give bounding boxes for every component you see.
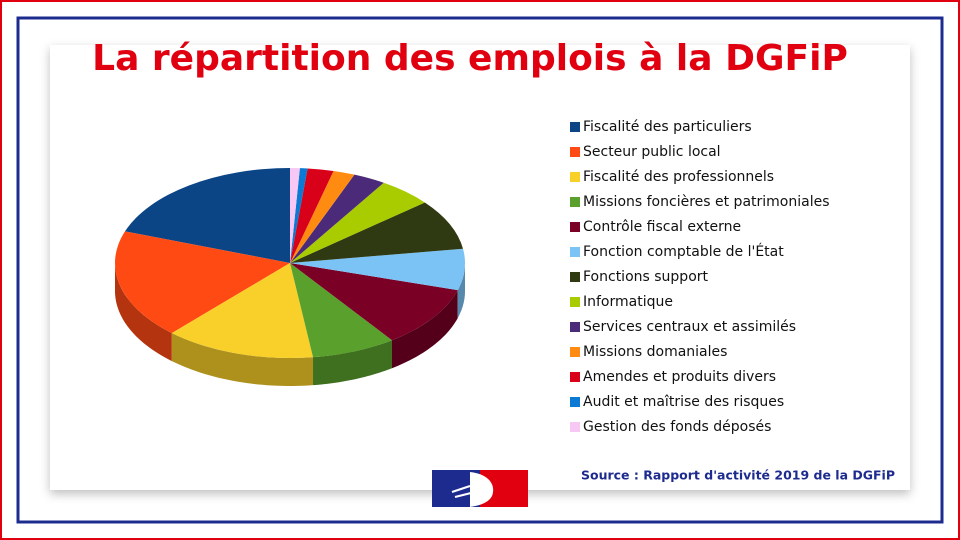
- slice: [171, 263, 314, 358]
- legend-swatch: [570, 247, 580, 257]
- chart-title: La répartition des emplois à la DGFiP: [92, 38, 848, 79]
- slice: [290, 170, 355, 263]
- legend-label: Fonctions support: [583, 269, 709, 285]
- legend-label: Missions domaniales: [583, 344, 727, 360]
- legend-swatch: [570, 347, 580, 357]
- slice: [290, 168, 334, 263]
- source: Source : Rapport d'activité 2019 de la D…: [581, 468, 895, 483]
- legend-swatch: [570, 272, 580, 282]
- legend-label: Informatique: [583, 294, 673, 310]
- slice-side: [391, 290, 458, 369]
- legend-swatch: [570, 322, 580, 332]
- slice: [124, 168, 290, 263]
- legend-swatch: [570, 297, 580, 307]
- slice-side: [313, 340, 392, 386]
- legend-swatch: [570, 197, 580, 207]
- slice-side: [457, 263, 465, 319]
- slice: [114, 231, 291, 334]
- slice: [290, 168, 308, 263]
- slice: [290, 248, 465, 291]
- slice: [290, 168, 300, 263]
- legend: Fiscalité des particuliers Secteur public…: [570, 119, 830, 435]
- slice-side: [115, 263, 172, 362]
- slice: [290, 174, 384, 263]
- legend-label: Gestion des fonds déposés: [583, 419, 771, 435]
- pie: [114, 168, 465, 386]
- legend-label: Amendes et produits divers: [583, 369, 776, 385]
- legend-label: Secteur public local: [583, 144, 721, 160]
- legend-label: Fonction comptable de l'État: [583, 243, 784, 260]
- legend-label: Fiscalité des professionnels: [583, 169, 774, 185]
- slice: [290, 202, 464, 263]
- legend-label: Services centraux et assimilés: [583, 319, 796, 335]
- slice: [290, 263, 392, 358]
- legend-label: Contrôle fiscal externe: [583, 219, 741, 235]
- slice: [290, 263, 458, 341]
- legend-label: Audit et maîtrise des risques: [583, 394, 784, 410]
- slice: [290, 182, 425, 263]
- legend-label: Missions foncières et patrimoniales: [583, 194, 830, 210]
- legend-swatch: [570, 222, 580, 232]
- legend-label: Fiscalité des particuliers: [583, 119, 752, 135]
- legend-swatch: [570, 147, 580, 157]
- legend-swatch: [570, 372, 580, 382]
- legend-swatch: [570, 122, 580, 132]
- legend-swatch: [570, 422, 580, 432]
- logo: [432, 470, 528, 507]
- legend-swatch: [570, 397, 580, 407]
- inner-border: [16, 16, 944, 524]
- slice-side: [171, 333, 314, 386]
- legend-swatch: [570, 172, 580, 182]
